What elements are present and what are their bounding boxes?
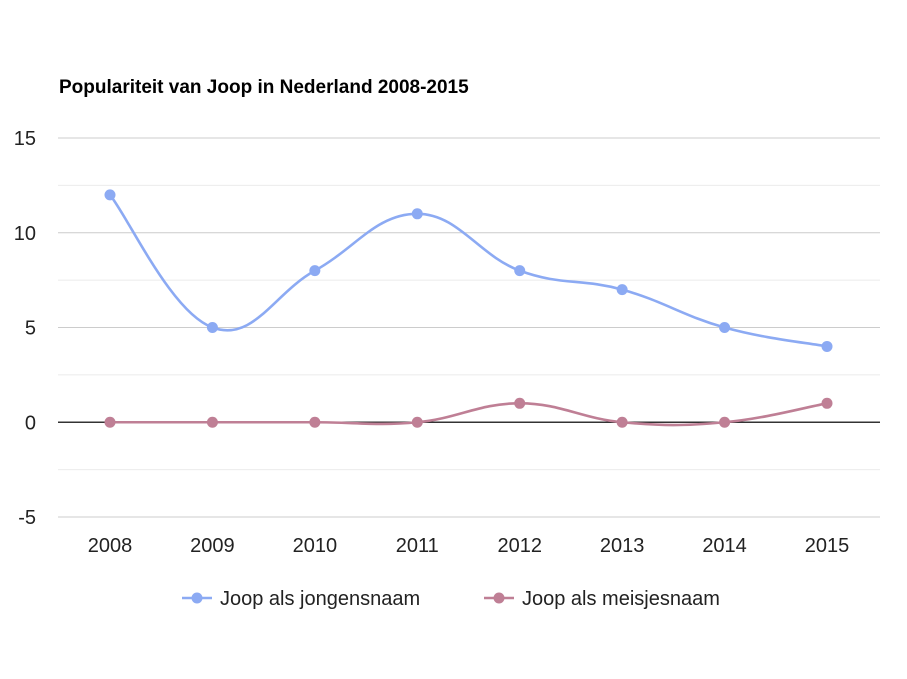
data-point-series-1 [206,322,218,333]
x-tick-label: 2012 [497,535,542,557]
legend-marker-2 [493,592,505,604]
data-point-series-1 [719,322,731,333]
chart-title: Populariteit van Joop in Nederland 2008-… [59,77,469,98]
legend-label-2: Joop als meisjesnaam [522,588,720,610]
data-point-series-2 [206,416,218,428]
data-point-series-2 [821,397,833,409]
x-tick-label: 2009 [190,535,235,557]
series-line-2 [108,402,829,427]
data-point-series-1 [514,265,526,277]
series-lines [104,189,833,428]
x-tick-label: 2013 [600,535,645,557]
y-tick-label: 15 [14,128,36,150]
data-point-series-2 [616,416,628,428]
legend: Joop als jongensnaam Joop als meisjesnaam [182,588,720,610]
data-point-series-1 [411,208,423,220]
y-tick-label: -5 [18,507,36,529]
data-point-series-1 [616,284,628,296]
data-point-series-2 [309,416,321,428]
y-tick-label: 10 [14,223,36,245]
x-tick-label: 2014 [702,535,747,557]
data-point-series-1 [104,189,116,201]
x-axis-tick-labels: 2008 2009 2010 2011 2012 2013 2014 2015 [88,535,850,557]
y-tick-label: 5 [25,318,36,340]
x-tick-label: 2015 [805,535,850,557]
gridlines [58,137,880,518]
legend-marker-1 [191,592,203,604]
data-point-series-2 [514,397,526,409]
x-tick-label: 2010 [293,535,338,557]
data-point-series-2 [719,416,731,428]
data-point-series-1 [821,340,833,352]
data-point-series-2 [104,416,116,428]
series-line-1 [108,193,829,348]
x-tick-label: 2008 [88,535,133,557]
data-point-series-2 [411,416,423,428]
y-axis-tick-labels: 15 10 5 0 -5 [14,128,36,529]
y-tick-label: 0 [25,412,36,434]
x-tick-label: 2011 [396,535,439,557]
legend-label-1: Joop als jongensnaam [220,588,420,610]
data-point-series-1 [309,265,321,277]
